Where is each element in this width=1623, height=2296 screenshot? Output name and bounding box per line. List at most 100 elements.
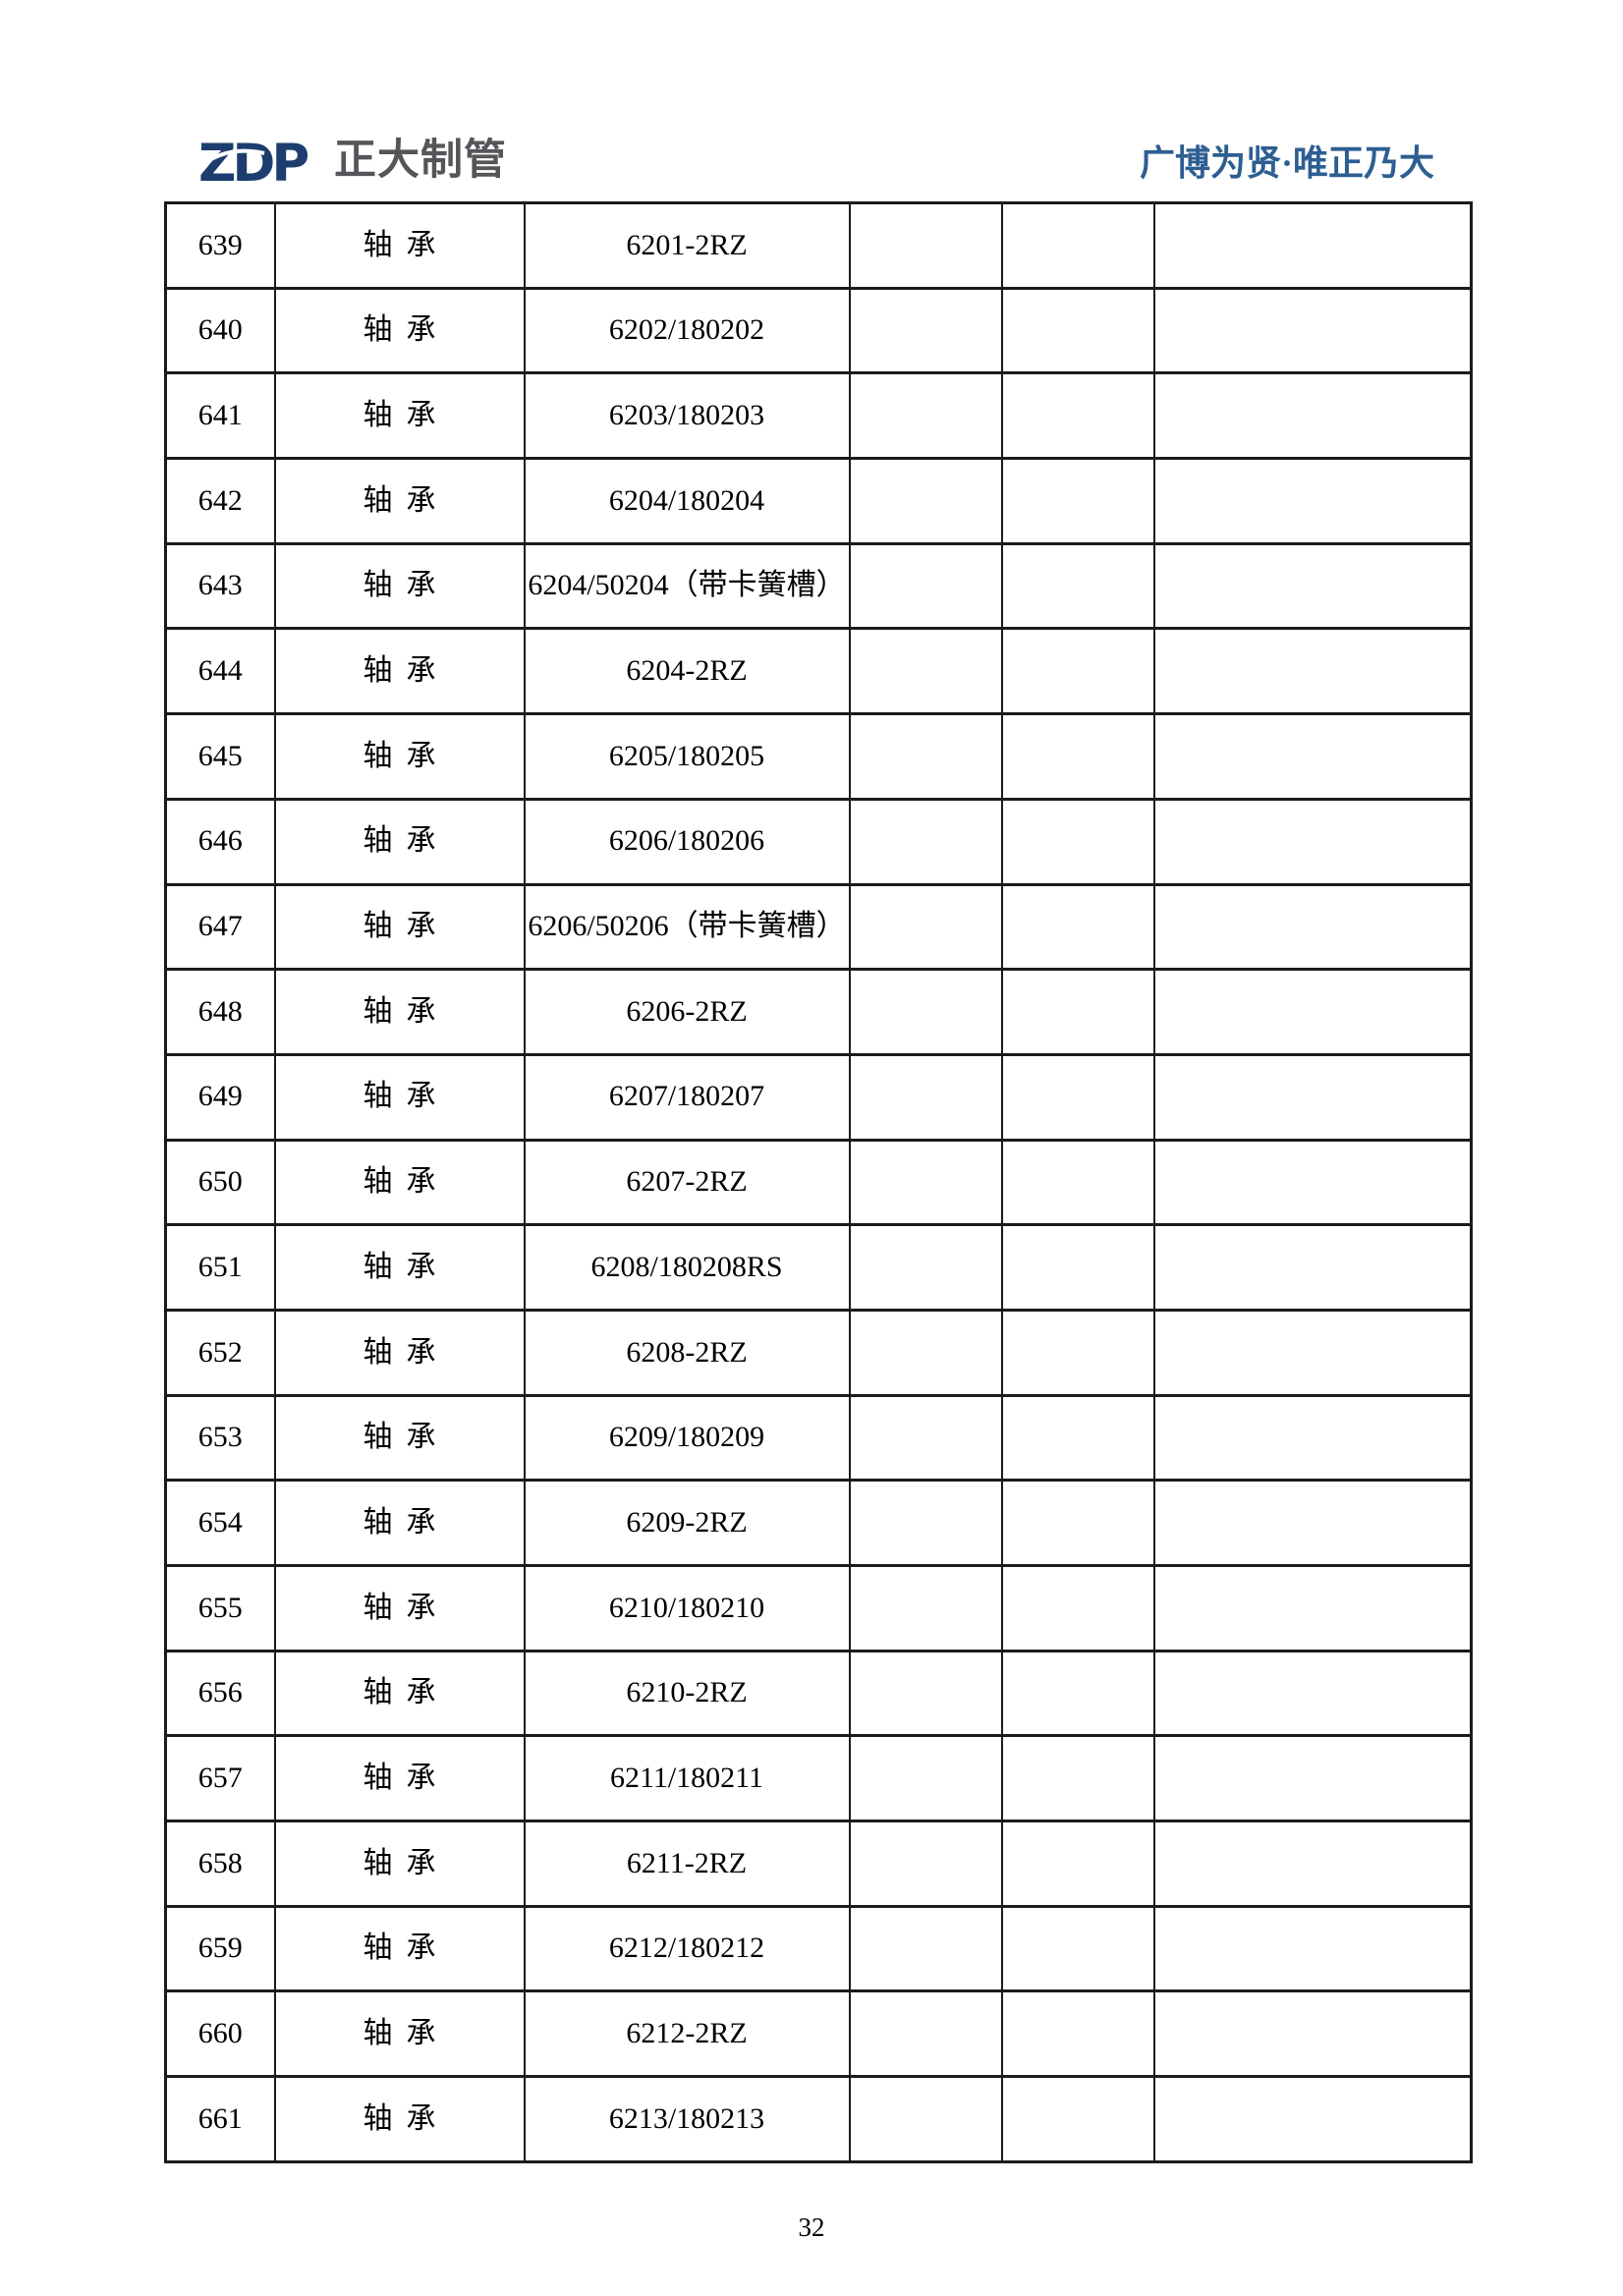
empty-cell bbox=[1000, 1138, 1155, 1227]
part-name-cell: 轴承 bbox=[273, 712, 526, 801]
empty-cell bbox=[1000, 2075, 1155, 2163]
empty-cell bbox=[848, 1138, 1003, 1227]
empty-cell bbox=[1000, 1223, 1155, 1312]
logo-swoosh bbox=[199, 148, 265, 170]
part-name-cell: 轴承 bbox=[273, 1820, 526, 1908]
spec-cell: 6212-2RZ bbox=[523, 1989, 851, 2079]
table-row: 657 轴承 6211/180211 bbox=[164, 1734, 1473, 1823]
empty-cell bbox=[1152, 2075, 1473, 2163]
empty-cell bbox=[1000, 1734, 1155, 1823]
table-row: 652 轴承 6208-2RZ bbox=[164, 1308, 1473, 1397]
company-name: 正大制管 bbox=[334, 137, 507, 184]
empty-cell bbox=[848, 1820, 1003, 1908]
table-row: 644 轴承 6204-2RZ bbox=[164, 627, 1473, 716]
row-number-cell: 645 bbox=[164, 712, 276, 801]
empty-cell bbox=[1152, 1989, 1473, 2079]
spec-cell: 6207-2RZ bbox=[523, 1138, 851, 1227]
empty-cell bbox=[1000, 457, 1155, 545]
empty-cell bbox=[1000, 882, 1155, 972]
empty-cell bbox=[848, 627, 1003, 716]
empty-cell bbox=[1000, 1904, 1155, 1993]
table-row: 639 轴承 6201-2RZ bbox=[164, 201, 1473, 290]
empty-cell bbox=[1152, 1734, 1473, 1823]
part-name-cell: 轴承 bbox=[273, 1564, 526, 1652]
empty-cell bbox=[848, 1052, 1003, 1142]
zdp-logo-mark: ZDP bbox=[199, 139, 311, 184]
spec-cell: 6206-2RZ bbox=[523, 968, 851, 1056]
part-name-cell: 轴承 bbox=[273, 1052, 526, 1142]
empty-cell bbox=[848, 1649, 1003, 1738]
part-name-cell: 轴承 bbox=[273, 797, 526, 886]
row-number-cell: 649 bbox=[164, 1052, 276, 1142]
spec-cell: 6202/180202 bbox=[523, 286, 851, 375]
page-number: 32 bbox=[798, 2212, 825, 2242]
row-number-cell: 647 bbox=[164, 882, 276, 972]
empty-cell bbox=[1152, 457, 1473, 545]
spec-cell: 6201-2RZ bbox=[523, 201, 851, 290]
spec-cell: 6206/50206（带卡簧槽） bbox=[523, 882, 851, 972]
empty-cell bbox=[848, 968, 1003, 1056]
part-name-cell: 轴承 bbox=[273, 371, 526, 461]
parts-table-body: 639 轴承 6201-2RZ 640 轴承 6202/180202 641 轴承 6203/1… bbox=[164, 201, 1473, 2163]
part-name-cell: 轴承 bbox=[273, 201, 526, 290]
table-row: 660 轴承 6212-2RZ bbox=[164, 1989, 1473, 2079]
spec-cell: 6208-2RZ bbox=[523, 1308, 851, 1397]
part-name-cell: 轴承 bbox=[273, 968, 526, 1056]
row-number-cell: 641 bbox=[164, 371, 276, 461]
empty-cell bbox=[1000, 1393, 1155, 1483]
table-row: 655 轴承 6210/180210 bbox=[164, 1564, 1473, 1652]
row-number-cell: 658 bbox=[164, 1820, 276, 1908]
part-name-cell: 轴承 bbox=[273, 1989, 526, 2079]
row-number-cell: 653 bbox=[164, 1393, 276, 1483]
table-row: 658 轴承 6211-2RZ bbox=[164, 1820, 1473, 1908]
table-row: 661 轴承 6213/180213 bbox=[164, 2075, 1473, 2163]
empty-cell bbox=[1000, 371, 1155, 461]
empty-cell bbox=[1000, 1564, 1155, 1652]
empty-cell bbox=[1152, 541, 1473, 631]
spec-cell: 6208/180208RS bbox=[523, 1223, 851, 1312]
empty-cell bbox=[1152, 882, 1473, 972]
table-row: 649 轴承 6207/180207 bbox=[164, 1052, 1473, 1142]
table-row: 645 轴承 6205/180205 bbox=[164, 712, 1473, 801]
empty-cell bbox=[1152, 1820, 1473, 1908]
empty-cell bbox=[1000, 1308, 1155, 1397]
table-row: 653 轴承 6209/180209 bbox=[164, 1393, 1473, 1483]
spec-cell: 6211/180211 bbox=[523, 1734, 851, 1823]
table-row: 651 轴承 6208/180208RS bbox=[164, 1223, 1473, 1312]
part-name-cell: 轴承 bbox=[273, 1479, 526, 1567]
empty-cell bbox=[1152, 1052, 1473, 1142]
row-number-cell: 648 bbox=[164, 968, 276, 1056]
spec-cell: 6204/180204 bbox=[523, 457, 851, 545]
empty-cell bbox=[1000, 712, 1155, 801]
empty-cell bbox=[848, 1564, 1003, 1652]
part-name-cell: 轴承 bbox=[273, 541, 526, 631]
empty-cell bbox=[848, 797, 1003, 886]
empty-cell bbox=[1152, 1393, 1473, 1483]
part-name-cell: 轴承 bbox=[273, 457, 526, 545]
row-number-cell: 659 bbox=[164, 1904, 276, 1993]
table-row: 643 轴承 6204/50204（带卡簧槽） bbox=[164, 541, 1473, 631]
part-name-cell: 轴承 bbox=[273, 882, 526, 972]
spec-cell: 6205/180205 bbox=[523, 712, 851, 801]
empty-cell bbox=[848, 712, 1003, 801]
empty-cell bbox=[848, 882, 1003, 972]
row-number-cell: 650 bbox=[164, 1138, 276, 1227]
empty-cell bbox=[1152, 968, 1473, 1056]
spec-cell: 6207/180207 bbox=[523, 1052, 851, 1142]
empty-cell bbox=[1152, 286, 1473, 375]
empty-cell bbox=[848, 2075, 1003, 2163]
empty-cell bbox=[1152, 1564, 1473, 1652]
empty-cell bbox=[1000, 1052, 1155, 1142]
row-number-cell: 661 bbox=[164, 2075, 276, 2163]
spec-cell: 6209/180209 bbox=[523, 1393, 851, 1483]
empty-cell bbox=[1152, 1649, 1473, 1738]
empty-cell bbox=[1152, 1223, 1473, 1312]
empty-cell bbox=[1000, 201, 1155, 290]
company-slogan: 广博为贤·唯正乃大 bbox=[1139, 143, 1434, 183]
empty-cell bbox=[1000, 627, 1155, 716]
row-number-cell: 643 bbox=[164, 541, 276, 631]
row-number-cell: 652 bbox=[164, 1308, 276, 1397]
empty-cell bbox=[1152, 1904, 1473, 1993]
part-name-cell: 轴承 bbox=[273, 286, 526, 375]
empty-cell bbox=[848, 1223, 1003, 1312]
